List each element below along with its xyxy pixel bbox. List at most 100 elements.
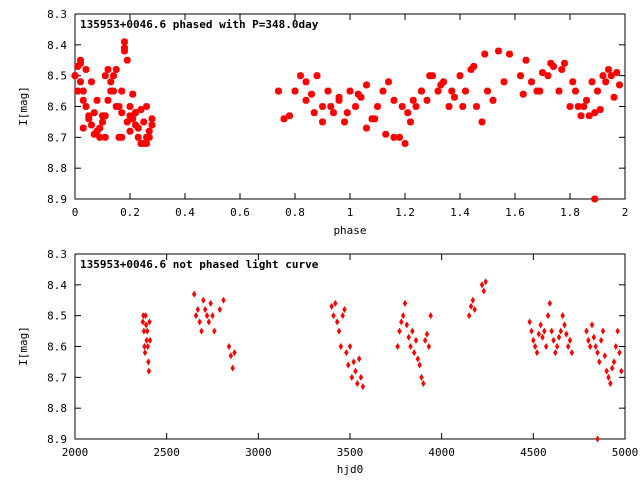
data-point	[591, 109, 599, 117]
data-point	[584, 327, 589, 335]
x-tick-labels: 0 0.2 0.4 0.6 0.8 1 1.2 1.4 1.6 1.8 2	[72, 206, 629, 219]
data-point	[423, 96, 431, 104]
data-point	[126, 112, 134, 120]
data-point	[355, 380, 360, 387]
y-tick-label: 8.6	[47, 341, 67, 354]
data-point	[532, 343, 538, 350]
data-point	[412, 103, 420, 110]
data-point	[202, 306, 208, 313]
x-tick-label: 0.6	[230, 206, 250, 219]
data-point	[126, 103, 134, 110]
y-tick-labels: 8.3 8.4 8.5 8.6 8.7 8.8 8.9	[47, 248, 67, 446]
data-point	[613, 343, 619, 350]
data-point	[606, 373, 611, 381]
data-point	[340, 312, 345, 320]
data-point	[462, 87, 469, 95]
data-point	[561, 59, 568, 67]
y-axis-label: I[mag]	[17, 86, 30, 126]
data-point	[310, 109, 318, 117]
data-point	[90, 130, 98, 138]
data-point	[543, 343, 549, 350]
data-point	[335, 93, 343, 101]
data-point	[517, 72, 524, 80]
data-point	[586, 336, 591, 344]
x-tick-label: 0.8	[285, 206, 305, 219]
data-point	[556, 333, 562, 341]
y-tick-label: 8.3	[47, 8, 67, 21]
data-point	[569, 78, 577, 86]
data-point	[583, 96, 590, 104]
data-point	[226, 343, 232, 350]
data-point	[607, 72, 615, 80]
data-point	[329, 302, 334, 310]
data-point	[419, 373, 424, 381]
data-point	[609, 364, 615, 372]
data-point	[594, 87, 601, 95]
data-point	[565, 343, 571, 350]
data-point	[346, 87, 354, 95]
data-point	[553, 349, 558, 357]
data-point	[347, 343, 353, 350]
data-point	[201, 296, 206, 304]
data-point	[564, 330, 569, 338]
data-point	[144, 336, 149, 344]
data-point	[421, 380, 426, 387]
y-tick-label: 8.3	[47, 248, 67, 261]
data-point	[410, 327, 415, 335]
x-tick-label: 0.4	[175, 206, 195, 219]
x-tick-labels: 2000 2500 3000 3500 4000 4500 5000	[62, 446, 639, 459]
data-point	[605, 66, 612, 73]
data-point	[470, 63, 478, 70]
data-point	[145, 343, 150, 350]
phased-light-curve-panel: 0 0.2 0.4 0.6 0.8 1 1.2 1.4 1.6 1.8 2 8.3 8.4 8.5 8.6…	[17, 8, 628, 237]
data-point	[112, 103, 120, 110]
data-point	[560, 312, 565, 320]
data-point	[459, 103, 467, 110]
data-point	[408, 343, 413, 350]
data-point	[466, 312, 472, 320]
data-point	[123, 56, 131, 64]
x-tick-label: 1	[347, 206, 354, 219]
data-point	[395, 343, 400, 350]
data-point	[134, 133, 142, 141]
data-point	[79, 96, 87, 104]
data-point	[434, 87, 442, 95]
data-point	[146, 358, 151, 366]
data-point	[143, 140, 150, 147]
x-tick-label: 1.2	[395, 206, 415, 219]
y-tick-label: 8.4	[47, 279, 67, 292]
data-point	[456, 72, 464, 80]
data-point	[96, 133, 104, 141]
data-point	[351, 358, 356, 366]
data-point	[142, 343, 147, 350]
data-point	[334, 318, 340, 326]
data-point	[104, 96, 112, 104]
x-axis-label: phase	[333, 224, 366, 237]
data-point	[77, 78, 84, 86]
data-point	[547, 299, 553, 307]
data-point	[371, 115, 379, 123]
data-point	[88, 121, 95, 129]
data-point	[143, 103, 150, 110]
data-point	[142, 349, 148, 357]
data-point	[324, 87, 332, 95]
data-point	[96, 124, 104, 132]
x-tick-label: 3500	[337, 446, 364, 459]
data-point	[495, 47, 502, 55]
data-point	[82, 103, 90, 110]
data-point	[580, 103, 588, 110]
data-point	[538, 321, 543, 329]
data-point	[308, 90, 315, 98]
data-point	[562, 321, 567, 329]
data-point	[123, 118, 131, 126]
data-point	[390, 96, 398, 104]
data-point	[566, 103, 574, 110]
data-point	[228, 352, 234, 360]
data-point	[382, 130, 390, 138]
data-point	[595, 435, 600, 443]
data-point	[542, 327, 547, 335]
data-point	[484, 87, 491, 95]
data-point	[148, 121, 156, 129]
data-point	[110, 72, 117, 80]
